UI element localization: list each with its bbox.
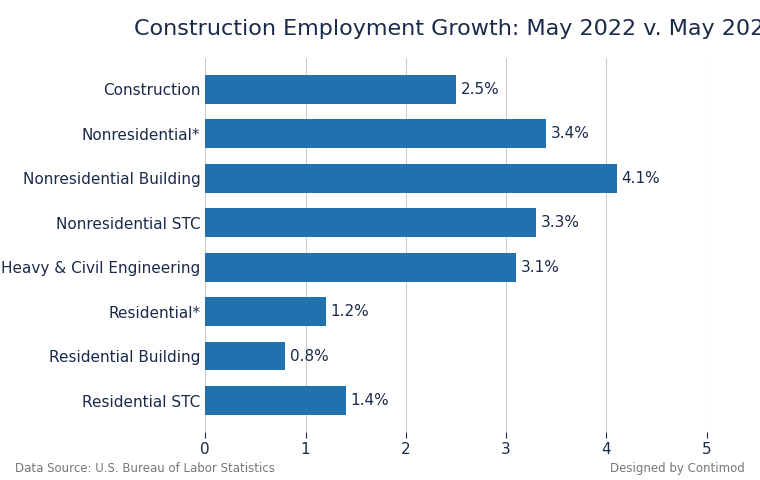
Text: 3.1%: 3.1% <box>521 260 560 275</box>
Bar <box>205 297 325 326</box>
Text: 4.1%: 4.1% <box>622 170 660 186</box>
Bar <box>205 342 286 371</box>
Bar <box>205 74 456 104</box>
Text: Designed by Contimod: Designed by Contimod <box>610 462 745 475</box>
Text: 2.5%: 2.5% <box>461 82 500 96</box>
Text: 1.4%: 1.4% <box>350 393 389 408</box>
Bar <box>205 119 546 148</box>
Bar <box>205 252 516 281</box>
Text: Data Source: U.S. Bureau of Labor Statistics: Data Source: U.S. Bureau of Labor Statis… <box>15 462 275 475</box>
Text: 3.4%: 3.4% <box>551 126 591 141</box>
Bar <box>205 208 537 237</box>
Text: 3.3%: 3.3% <box>541 215 581 230</box>
Bar <box>205 386 346 415</box>
Text: 0.8%: 0.8% <box>290 348 329 363</box>
Bar <box>205 164 616 192</box>
Title: Construction Employment Growth: May 2022 v. May 2023: Construction Employment Growth: May 2022… <box>134 19 760 39</box>
Text: 1.2%: 1.2% <box>331 304 369 319</box>
